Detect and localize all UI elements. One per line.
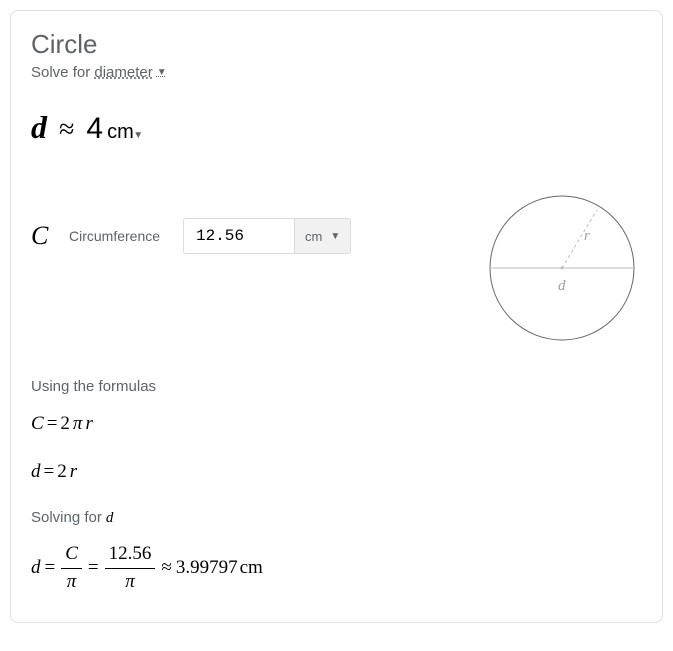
- result-row: d ≈ 4 cm ▼: [31, 109, 642, 146]
- formulas-heading: Using the formulas: [31, 378, 642, 395]
- input-group: cm ▼: [183, 218, 351, 254]
- r-label: r: [584, 228, 590, 244]
- calculator-card: Circle Solve for diameter ▼ d ≈ 4 cm ▼ C…: [10, 10, 663, 623]
- f1-two: 2: [60, 413, 70, 435]
- solving-for-row: Solving for d: [31, 509, 642, 527]
- input-label: Circumference: [69, 228, 169, 244]
- sol-frac1-num: C: [61, 543, 82, 569]
- input-unit-dropdown[interactable]: cm ▼: [294, 219, 350, 253]
- f2-two: 2: [57, 461, 67, 483]
- circumference-input[interactable]: [184, 219, 294, 253]
- result-unit-label: cm: [107, 121, 134, 143]
- circumference-input-row: C Circumference cm ▼: [31, 218, 351, 254]
- card-title: Circle: [31, 29, 642, 60]
- sol-frac2-num: 12.56: [105, 543, 156, 569]
- solution-formula: d = C π = 12.56 π ≈ 3.99797cm: [31, 543, 642, 594]
- sol-eq2: =: [88, 557, 99, 579]
- approx-symbol: ≈: [59, 114, 74, 146]
- solve-for-dropdown[interactable]: diameter ▼: [94, 64, 166, 81]
- solving-for-label: Solving for: [31, 509, 102, 526]
- sol-frac2: 12.56 π: [105, 543, 156, 594]
- chevron-down-icon: ▼: [157, 67, 167, 78]
- input-unit-label: cm: [305, 229, 322, 244]
- sol-eq1: =: [45, 557, 56, 579]
- solve-for-target: diameter: [94, 64, 152, 81]
- f1-pi: π: [73, 413, 83, 435]
- sol-approx: ≈: [161, 557, 171, 579]
- solving-for-variable: d: [106, 510, 114, 527]
- chevron-down-icon: ▼: [133, 130, 143, 141]
- chevron-down-icon: ▼: [330, 231, 340, 242]
- mid-row: C Circumference cm ▼ r d: [31, 188, 642, 348]
- f2-eq: =: [44, 461, 55, 483]
- result-variable: d: [31, 109, 47, 146]
- result-value: 4: [86, 112, 103, 146]
- input-variable: C: [31, 221, 55, 251]
- sol-value: 3.99797: [176, 557, 238, 579]
- formula-1: C = 2 π r: [31, 413, 642, 435]
- result-unit-dropdown[interactable]: cm ▼: [107, 121, 143, 144]
- d-label: d: [558, 278, 566, 294]
- sol-lhs: d: [31, 557, 41, 579]
- solve-for-row: Solve for diameter ▼: [31, 64, 642, 81]
- f1-eq: =: [47, 413, 58, 435]
- f1-r: r: [85, 413, 92, 435]
- f2-lhs: d: [31, 461, 41, 483]
- sol-unit: cm: [240, 557, 263, 579]
- circle-diagram: r d: [482, 188, 642, 348]
- f2-r: r: [70, 461, 77, 483]
- sol-frac1: C π: [61, 543, 82, 594]
- f1-lhs: C: [31, 413, 44, 435]
- solve-for-label: Solve for: [31, 64, 90, 81]
- sol-frac1-den: π: [67, 569, 77, 594]
- sol-frac2-den: π: [125, 569, 135, 594]
- formula-2: d = 2 r: [31, 461, 642, 483]
